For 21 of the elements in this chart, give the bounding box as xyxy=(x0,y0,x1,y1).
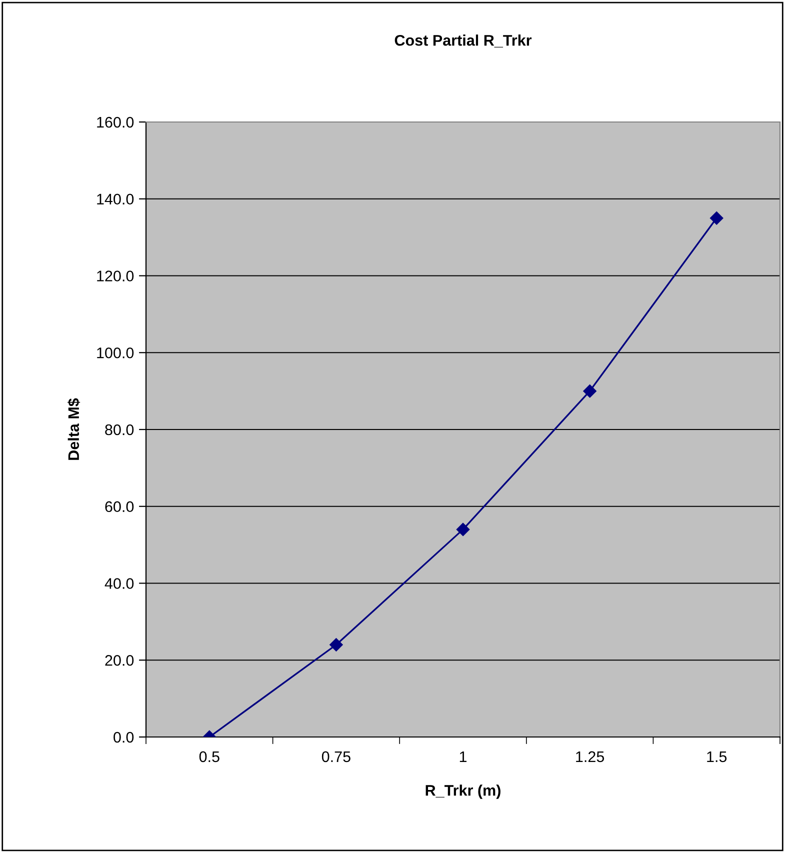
y-tick-label: 140.0 xyxy=(97,194,134,205)
y-tick-label: 60.0 xyxy=(105,501,134,512)
y-axis-title: Delta M$ xyxy=(68,398,80,460)
x-tick-label: 0.75 xyxy=(322,751,350,762)
point xyxy=(710,212,724,225)
x-tick-label: 1.5 xyxy=(707,751,727,762)
y-tick-label: 100.0 xyxy=(97,347,134,358)
x-tick-label: 1 xyxy=(460,751,467,762)
x-tick-label: 1.25 xyxy=(576,751,604,762)
y-tick-label: 120.0 xyxy=(97,270,134,282)
chart-title: Cost Partial R_Trkr xyxy=(394,34,532,48)
y-tick-label: 40.0 xyxy=(104,578,134,589)
y-tick-label: 20.0 xyxy=(105,654,134,666)
y-tick-label: 0.0 xyxy=(114,732,134,743)
x-axis-title: R_Trkr (m) xyxy=(426,784,500,799)
y-tick-label: 160.0 xyxy=(97,116,134,128)
point xyxy=(583,384,596,398)
point xyxy=(456,522,470,536)
point xyxy=(330,638,343,652)
y-tick-label: 80.0 xyxy=(105,424,134,436)
x-tick-label: 0.5 xyxy=(199,751,220,762)
